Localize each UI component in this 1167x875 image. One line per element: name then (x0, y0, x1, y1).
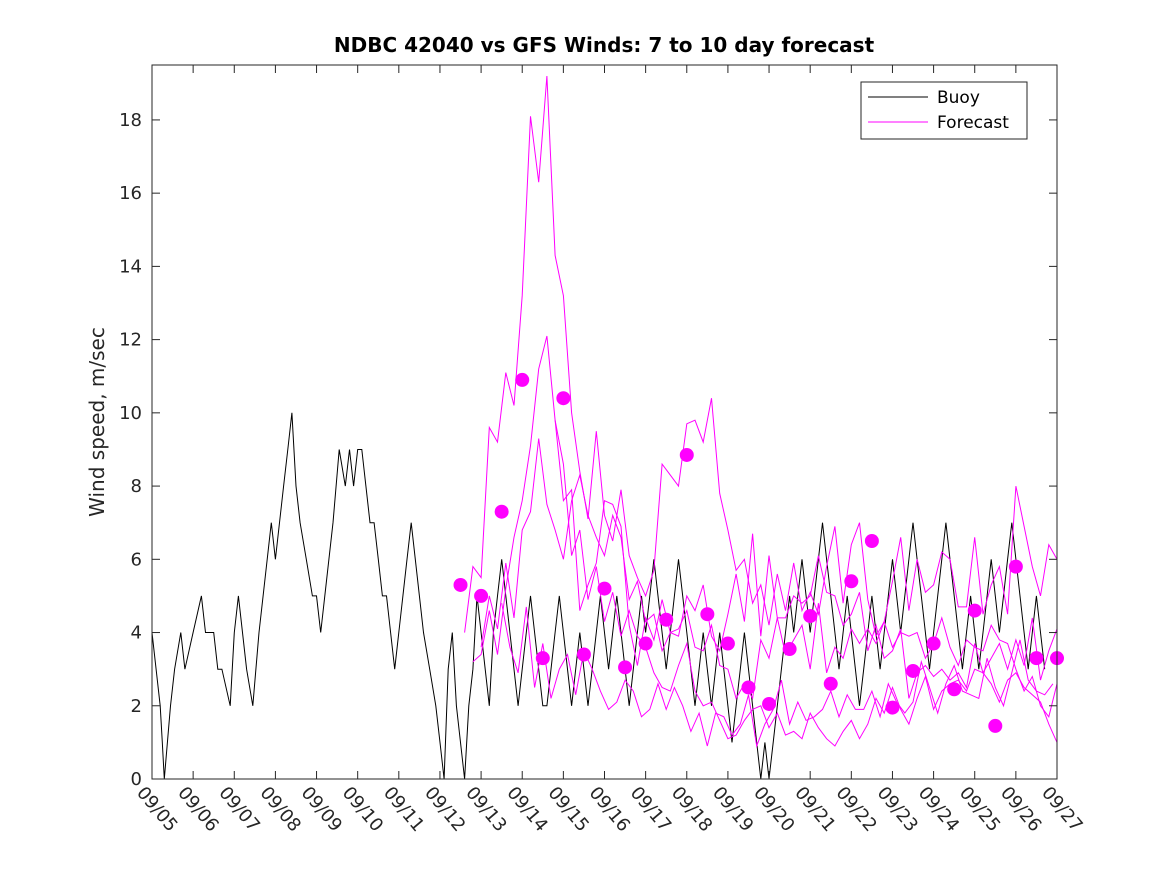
forecast-marker (494, 504, 509, 519)
forecast-marker (947, 682, 962, 697)
y-axis-label: Wind speed, m/sec (85, 327, 109, 517)
forecast-marker (782, 642, 797, 657)
forecast-marker (967, 603, 982, 618)
forecast-marker (864, 534, 879, 548)
forecast-marker (1029, 651, 1044, 666)
forecast-marker (823, 676, 838, 691)
forecast-marker (474, 588, 489, 603)
forecast-marker (988, 718, 1003, 733)
forecast-marker (453, 577, 468, 592)
y-tick-label: 4 (131, 623, 142, 644)
chart-title: NDBC 42040 vs GFS Winds: 7 to 10 day for… (334, 33, 875, 57)
forecast-marker (762, 696, 777, 711)
forecast-series-line (501, 603, 1054, 748)
forecast-marker (597, 581, 612, 596)
forecast-marker (885, 700, 900, 715)
y-tick-label: 14 (119, 256, 142, 277)
buoy-series-line (151, 412, 1046, 780)
y-tick-label: 16 (119, 183, 142, 204)
forecast-marker (844, 574, 859, 589)
y-tick-label: 10 (119, 403, 142, 424)
legend-forecast-label: Forecast (937, 113, 1009, 133)
forecast-marker (679, 447, 694, 462)
forecast-marker (618, 660, 633, 675)
forecast-marker (906, 663, 921, 678)
y-tick-label: 8 (131, 476, 142, 497)
y-tick-label: 0 (131, 769, 142, 790)
forecast-marker (659, 612, 674, 627)
forecast-marker (1008, 559, 1023, 574)
forecast-marker (515, 372, 530, 387)
y-tick-label: 6 (131, 549, 142, 570)
forecast-series-line (554, 420, 1058, 699)
forecast-marker (535, 651, 550, 666)
plot-area (152, 65, 1057, 779)
forecast-marker (576, 647, 591, 662)
y-tick-label: 2 (131, 696, 142, 717)
forecast-marker (700, 607, 715, 622)
forecast-marker (926, 636, 941, 651)
series-layer (151, 75, 1058, 780)
forecast-marker (638, 636, 653, 651)
forecast-marker (803, 609, 818, 624)
y-tick-label: 18 (119, 110, 142, 131)
forecast-series-line (464, 75, 1058, 638)
forecast-marker (720, 636, 735, 651)
legend-box (860, 81, 1028, 140)
y-axis: 0 2 4 6 8 10 12 14 16 18 (119, 110, 1057, 790)
legend-buoy-label: Buoy (937, 88, 980, 108)
forecast-marker (741, 680, 756, 695)
legend: Buoy Forecast (860, 81, 1028, 140)
marker-layer (453, 372, 1064, 733)
forecast-series-line (480, 438, 1058, 718)
y-tick-label: 12 (119, 330, 142, 351)
forecast-marker (556, 391, 571, 406)
